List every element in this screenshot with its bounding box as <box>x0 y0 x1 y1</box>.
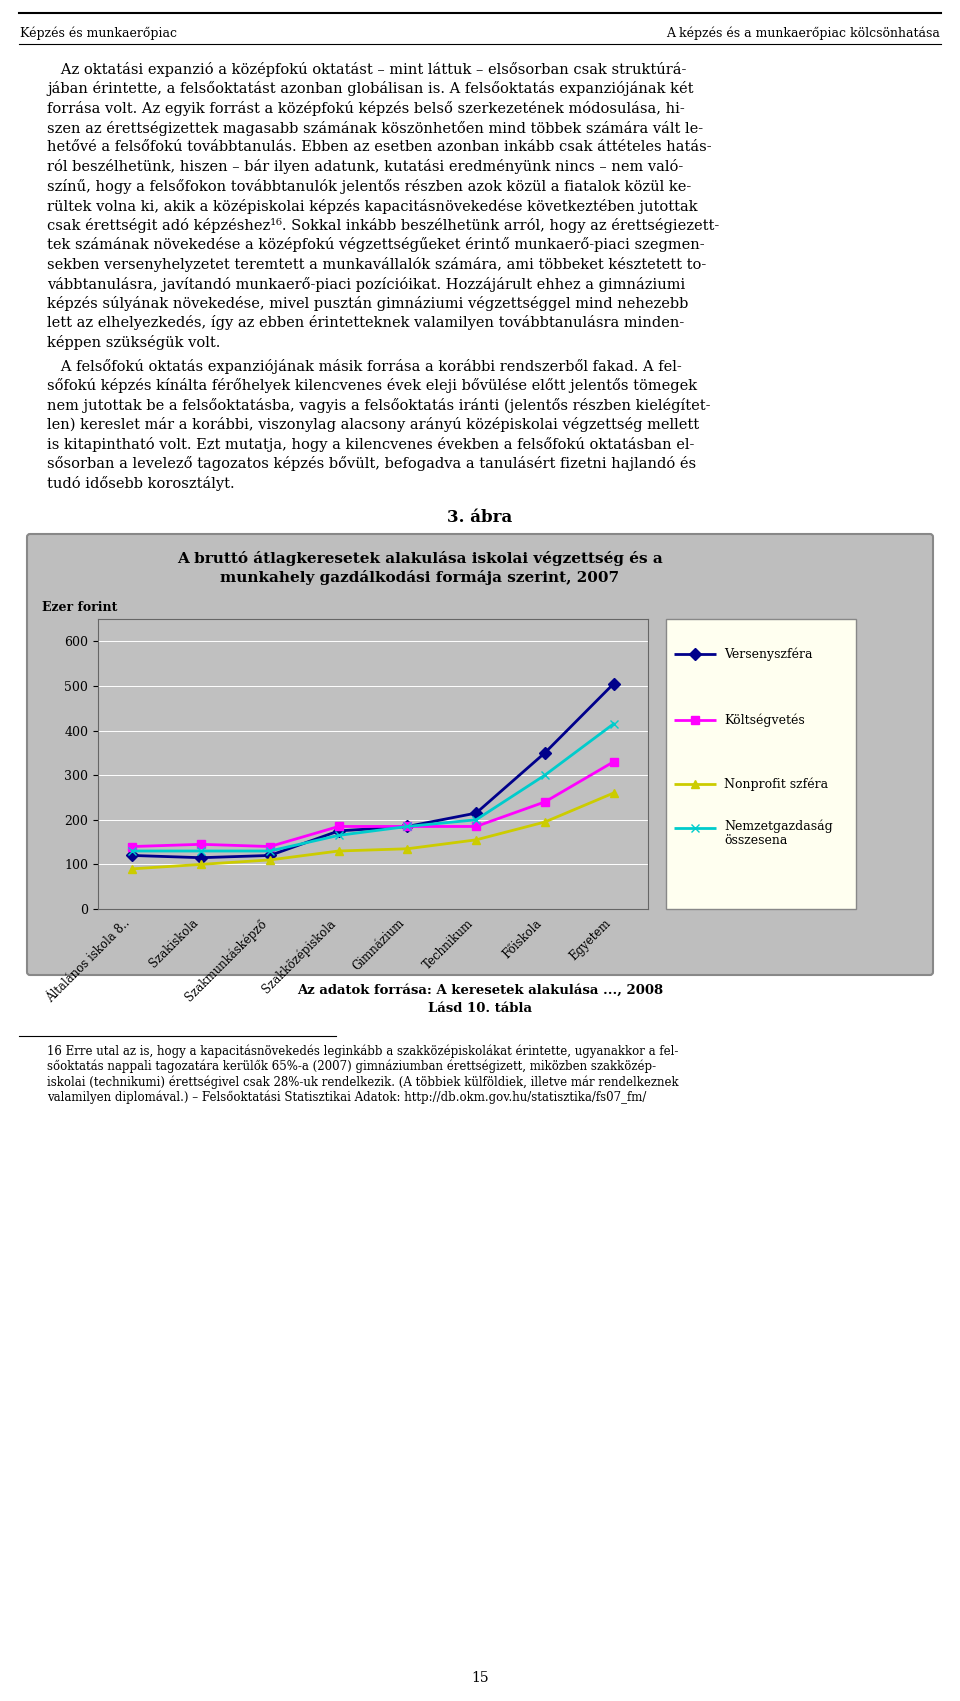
Text: sőoktatás nappali tagozatára kerülők 65%-a (2007) gimnáziumban érettségizett, mi: sőoktatás nappali tagozatára kerülők 65%… <box>47 1060 656 1073</box>
Text: képzés súlyának növekedése, mivel pusztán gimnáziumi végzettséggel mind nehezebb: képzés súlyának növekedése, mivel pusztá… <box>47 296 688 311</box>
Text: ról beszélhetünk, hiszen – bár ilyen adatunk, kutatási eredményünk nincs – nem v: ról beszélhetünk, hiszen – bár ilyen ada… <box>47 160 684 175</box>
Text: A bruttó átlagkeresetek alakulása iskolai végzettség és a: A bruttó átlagkeresetek alakulása iskola… <box>178 551 662 566</box>
Text: lett az elhelyezkedés, így az ebben érintetteknek valamilyen továbbtanulásra min: lett az elhelyezkedés, így az ebben érin… <box>47 315 684 330</box>
Text: iskolai (technikumi) érettségivel csak 28%-uk rendelkezik. (A többiek külföldiek: iskolai (technikumi) érettségivel csak 2… <box>47 1075 679 1089</box>
Text: nem jutottak be a felsőoktatásba, vagyis a felsőoktatás iránti (jelentős részben: nem jutottak be a felsőoktatásba, vagyis… <box>47 398 710 413</box>
Text: hetővé a felsőfokú továbbtanulás. Ebben az esetben azonban inkább csak áttételes: hetővé a felsőfokú továbbtanulás. Ebben … <box>47 139 711 155</box>
Text: összesena: összesena <box>724 833 787 847</box>
Text: munkahely gazdálkodási formája szerint, 2007: munkahely gazdálkodási formája szerint, … <box>221 570 619 585</box>
Text: Képzés és munkaerőpiac: Képzés és munkaerőpiac <box>20 26 177 39</box>
Text: jában érintette, a felsőoktatást azonban globálisan is. A felsőoktatás expanziój: jában érintette, a felsőoktatást azonban… <box>47 82 693 97</box>
Text: sekben versenyhelyzetet teremtett a munkavállalók számára, ami többeket késztete: sekben versenyhelyzetet teremtett a munk… <box>47 257 707 272</box>
Text: Ezer forint: Ezer forint <box>42 600 117 614</box>
Text: is kitapintható volt. Ezt mutatja, hogy a kilencvenes években a felsőfokú oktatá: is kitapintható volt. Ezt mutatja, hogy … <box>47 437 694 451</box>
Text: színű, hogy a felsőfokon továbbtanulók jelentős részben azok közül a fiatalok kö: színű, hogy a felsőfokon továbbtanulók j… <box>47 179 691 194</box>
Text: forrása volt. Az egyik forrást a középfokú képzés belső szerkezetének módosulása: forrása volt. Az egyik forrást a középfo… <box>47 100 684 116</box>
Text: sősorban a levelező tagozatos képzés bővült, befogadva a tanulásért fizetni hajl: sősorban a levelező tagozatos képzés bőv… <box>47 456 696 471</box>
Text: 3. ábra: 3. ábra <box>447 509 513 526</box>
Text: A felsőfokú oktatás expanziójának másik forrása a korábbi rendszerből fakad. A f: A felsőfokú oktatás expanziójának másik … <box>47 359 682 374</box>
Text: Az adatok forrása: A keresetek alakulása ..., 2008: Az adatok forrása: A keresetek alakulása… <box>297 983 663 997</box>
Text: csak érettségit adó képzéshez¹⁶. Sokkal inkább beszélhetünk arról, hogy az érett: csak érettségit adó képzéshez¹⁶. Sokkal … <box>47 218 719 233</box>
Text: vábbtanulásra, javítandó munkaerő-piaci pozícióikat. Hozzájárult ehhez a gimnázi: vábbtanulásra, javítandó munkaerő-piaci … <box>47 277 685 291</box>
Bar <box>666 619 856 908</box>
Text: szen az érettségizettek magasabb számának köszönhetően mind többek számára vált : szen az érettségizettek magasabb számána… <box>47 121 703 136</box>
Text: rültek volna ki, akik a középiskolai képzés kapacitásnövekedése következtében ju: rültek volna ki, akik a középiskolai kép… <box>47 199 698 214</box>
Text: Az oktatási expanzió a középfokú oktatást – mint láttuk – elsősorban csak strukt: Az oktatási expanzió a középfokú oktatás… <box>47 61 686 77</box>
Text: A képzés és a munkaerőpiac kölcsönhatása: A képzés és a munkaerőpiac kölcsönhatása <box>666 26 940 39</box>
Text: Költségvetés: Költségvetés <box>724 714 804 728</box>
Text: Lásd 10. tábla: Lásd 10. tábla <box>428 1002 532 1015</box>
Text: valamilyen diplomával.) – Felsőoktatási Statisztikai Adatok: http://db.okm.gov.h: valamilyen diplomával.) – Felsőoktatási … <box>47 1090 646 1104</box>
Text: tek számának növekedése a középfokú végzettségűeket érintő munkaerő-piaci szegme: tek számának növekedése a középfokú végz… <box>47 238 705 252</box>
Text: Nonprofit szféra: Nonprofit szféra <box>724 777 828 791</box>
Text: 15: 15 <box>471 1670 489 1686</box>
Text: sőfokú képzés kínálta férőhelyek kilencvenes évek eleji bővülése előtt jelentős : sőfokú képzés kínálta férőhelyek kilencv… <box>47 378 697 393</box>
Text: 16 Erre utal az is, hogy a kapacitásnövekedés leginkább a szakközépiskolákat éri: 16 Erre utal az is, hogy a kapacitásnöve… <box>47 1044 679 1058</box>
FancyBboxPatch shape <box>27 534 933 975</box>
Text: tudó idősebb korosztályt.: tudó idősebb korosztályt. <box>47 476 234 490</box>
Text: Nemzetgazdaság: Nemzetgazdaság <box>724 820 832 833</box>
Text: len) kereslet már a korábbi, viszonylag alacsony arányú középiskolai végzettség : len) kereslet már a korábbi, viszonylag … <box>47 417 699 432</box>
Text: Versenyszféra: Versenyszféra <box>724 646 812 660</box>
Text: képpen szükségük volt.: képpen szükségük volt. <box>47 335 221 350</box>
